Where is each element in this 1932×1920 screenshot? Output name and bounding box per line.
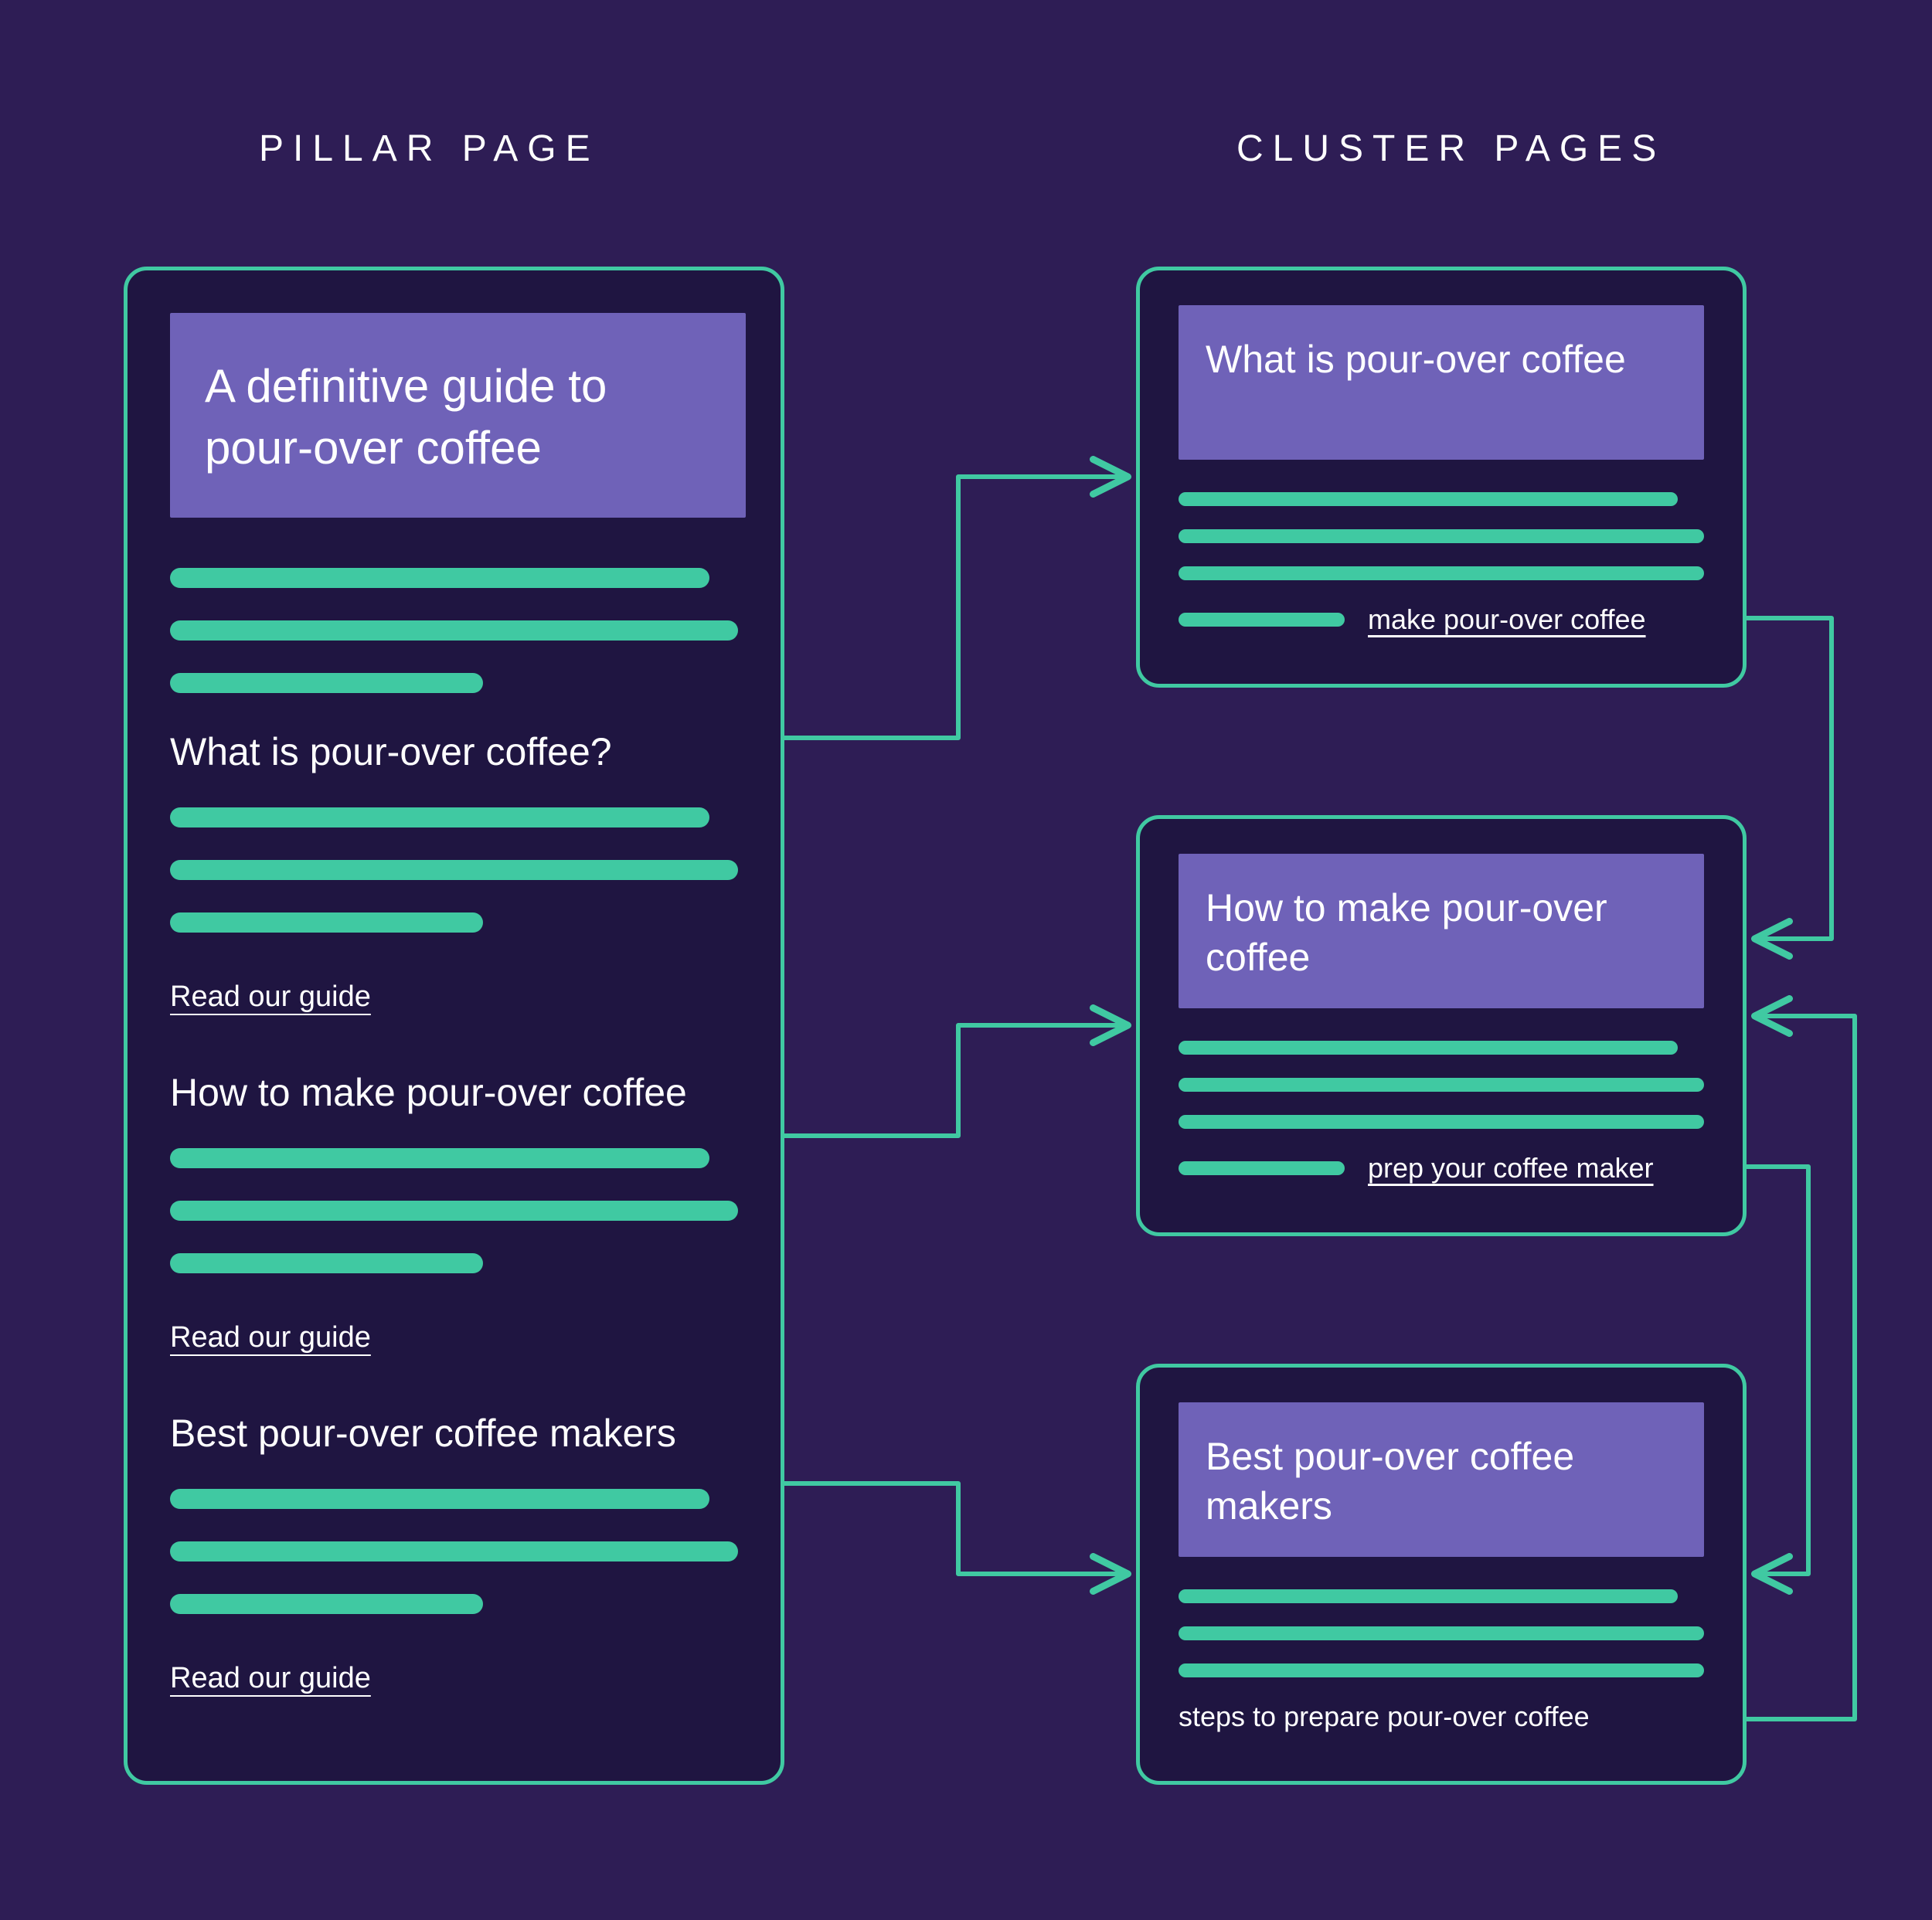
cluster-column-label: CLUSTER PAGES [1236, 127, 1665, 170]
content-line [170, 1148, 709, 1168]
content-line [170, 1594, 483, 1614]
content-line [1179, 529, 1704, 543]
cluster-inline-link-1[interactable]: make pour-over coffee [1368, 603, 1646, 636]
pillar-page-card: A definitive guide to pour-over coffee W… [124, 267, 784, 1785]
diagram-stage: PILLAR PAGE CLUSTER PAGES A definitive g… [0, 0, 1932, 1920]
content-lines [170, 568, 738, 693]
content-line [1179, 566, 1704, 580]
cluster-inline-link-3[interactable]: steps to prepare pour-over coffee [1179, 1701, 1590, 1733]
content-lines [170, 1489, 738, 1614]
content-line [170, 860, 738, 880]
cluster-inline-link-2[interactable]: prep your coffee maker [1368, 1152, 1654, 1184]
content-line [170, 807, 709, 827]
pillar-column-label: PILLAR PAGE [259, 127, 600, 170]
content-line [170, 620, 738, 641]
content-line [1179, 1078, 1704, 1092]
content-line [170, 568, 709, 588]
content-line [1179, 1626, 1704, 1640]
content-line [170, 912, 483, 933]
content-lines: make pour-over coffee [1179, 492, 1704, 636]
content-line [170, 673, 483, 693]
content-line [1179, 1663, 1704, 1677]
read-guide-link-1[interactable]: Read our guide [170, 980, 371, 1014]
content-line [170, 1201, 738, 1221]
cluster-page-card-3: Best pour-over coffee makers steps to pr… [1136, 1364, 1747, 1785]
pillar-section-heading-1: What is pour-over coffee? [170, 726, 738, 778]
content-lines [170, 1148, 738, 1273]
content-line [170, 1253, 483, 1273]
read-guide-link-3[interactable]: Read our guide [170, 1662, 371, 1695]
cluster-title-3: Best pour-over coffee makers [1179, 1402, 1704, 1557]
pillar-title-box: A definitive guide to pour-over coffee [170, 313, 746, 518]
content-line [1179, 1589, 1678, 1603]
read-guide-link-2[interactable]: Read our guide [170, 1321, 371, 1354]
content-lines: steps to prepare pour-over coffee [1179, 1589, 1704, 1733]
pillar-section-heading-2: How to make pour-over coffee [170, 1066, 738, 1119]
content-line [1179, 492, 1678, 506]
cluster-title-1: What is pour-over coffee [1179, 305, 1704, 460]
pillar-section-heading-3: Best pour-over coffee makers [170, 1407, 738, 1460]
content-line [1179, 1041, 1678, 1055]
content-lines [170, 807, 738, 933]
cluster-title-2: How to make pour-over coffee [1179, 854, 1704, 1008]
content-line [170, 1489, 709, 1509]
content-line [1179, 1115, 1704, 1129]
content-line [1179, 613, 1345, 627]
content-line [1179, 1161, 1345, 1175]
content-line [170, 1541, 738, 1561]
content-lines: prep your coffee maker [1179, 1041, 1704, 1184]
cluster-page-card-1: What is pour-over coffee make pour-over … [1136, 267, 1747, 688]
cluster-page-card-2: How to make pour-over coffee prep your c… [1136, 815, 1747, 1236]
